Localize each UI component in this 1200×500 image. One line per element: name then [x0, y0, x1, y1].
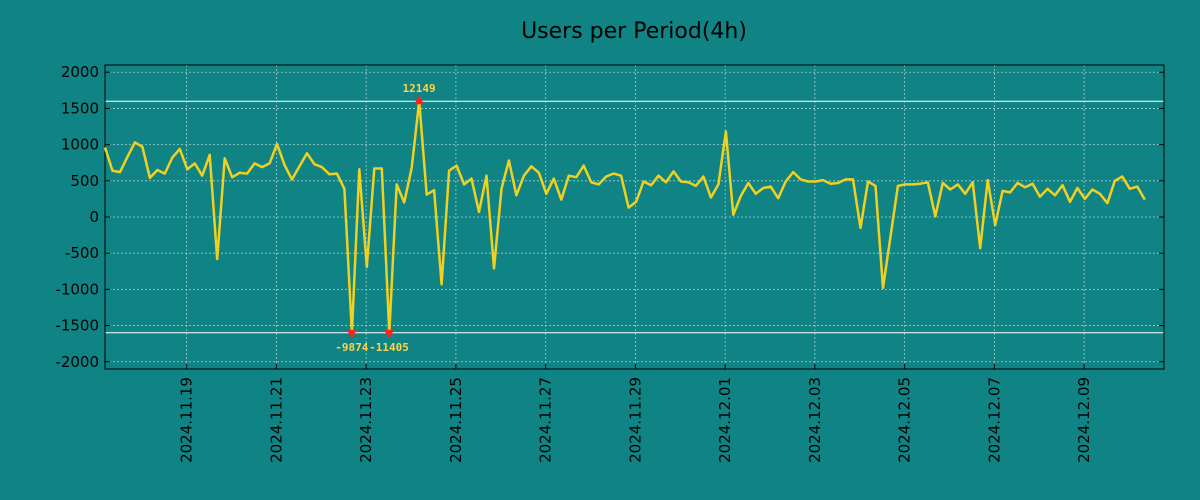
y-tick-label: 1000: [61, 136, 99, 154]
annotations: 12149 -9874 -11405: [335, 82, 435, 354]
y-axis: 2000 1500 1000 500 0 -500 -1000 -1500 -2000: [55, 63, 1164, 371]
x-tick-label: 2024.11.19: [178, 377, 196, 463]
series-line-users: [103, 99, 1146, 335]
y-tick-label: 500: [70, 172, 99, 190]
annotation-marker: [384, 329, 395, 339]
x-tick-label: 2024.12.01: [716, 377, 734, 463]
x-tick-label: 2024.11.21: [267, 377, 285, 463]
x-tick-label: 2024.12.09: [1075, 377, 1093, 463]
y-tick-label: 1500: [61, 99, 99, 117]
x-tick-label: 2024.11.27: [537, 377, 555, 463]
x-tick-label: 2024.11.25: [447, 377, 465, 463]
y-tick-label: 0: [89, 208, 99, 226]
y-tick-label: -1000: [55, 280, 99, 298]
x-tick-label: 2024.12.05: [896, 377, 914, 463]
chart-title: Users per Period(4h): [521, 19, 747, 44]
y-tick-label: 2000: [61, 63, 99, 81]
clip-lines: [105, 100, 1164, 334]
x-tick-label: 2024.11.29: [626, 377, 644, 463]
annotation-label: 12149: [403, 82, 436, 95]
x-tick-label: 2024.12.03: [806, 377, 824, 463]
annotation-marker: [346, 329, 357, 339]
annotation-label: -9874: [335, 341, 368, 354]
annotation-marker: [414, 95, 425, 105]
annotation-label: -11405: [369, 341, 409, 354]
x-tick-label: 2024.11.23: [357, 377, 375, 463]
y-tick-label: -2000: [55, 353, 99, 371]
grid-layer: [105, 65, 1164, 369]
y-tick-label: -500: [65, 244, 99, 262]
x-tick-label: 2024.12.07: [985, 377, 1003, 463]
x-axis: 2024.11.19 2024.11.21 2024.11.23 2024.11.25…: [178, 364, 1093, 463]
y-tick-label: -1500: [55, 317, 99, 335]
